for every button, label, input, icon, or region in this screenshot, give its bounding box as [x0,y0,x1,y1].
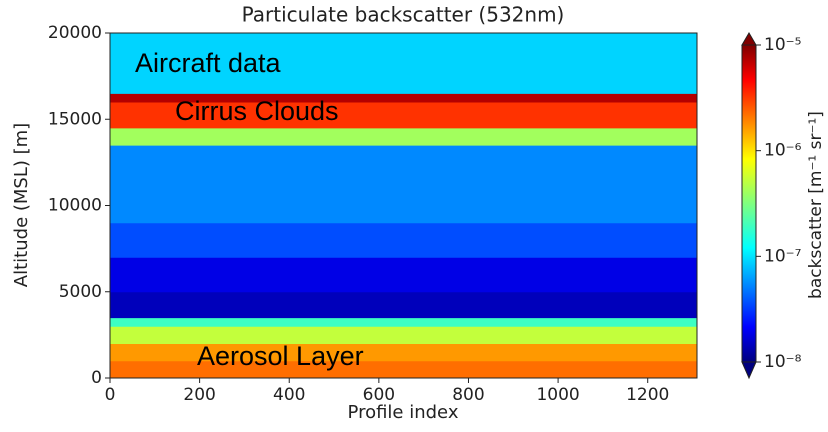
y-tick-label: 10000 [48,196,102,216]
chart-title: Particulate backscatter (532nm) [242,3,565,27]
heatmap-cell [110,93,697,103]
colorbar-extend-top [741,32,757,46]
y-tick-label: 15000 [48,109,102,129]
y-tick-label: 5000 [59,282,102,302]
x-tick-label: 600 [363,385,395,405]
heatmap-cell [110,145,697,224]
y-tick-label: 20000 [48,23,102,43]
heatmap-cell [110,291,697,319]
annotation: Aircraft data [135,48,282,78]
annotation: Aerosol Layer [197,341,364,371]
annotation: Cirrus Clouds [175,96,339,126]
x-tick-label: 1000 [536,385,579,405]
heatmap-cell [110,127,697,146]
colorbar-label: backscatter [m⁻¹ sr⁻¹] [806,111,826,299]
colorbar-extend-bottom [741,361,757,380]
colorbar-tick-label: 10⁻⁶ [764,141,802,161]
heatmap-cell [110,326,697,344]
x-tick-label: 0 [105,385,116,405]
heatmap-cell [110,343,697,362]
y-tick-label: 0 [91,368,102,388]
x-axis-label: Profile index [348,402,459,423]
heatmap-cell [110,33,697,94]
heatmap-cell [110,360,697,379]
x-tick-label: 400 [273,385,305,405]
heatmap-cell [110,222,697,258]
x-tick-label: 800 [452,385,484,405]
heatmap-cell [110,317,697,327]
colorbar-tick-label: 10⁻⁷ [764,246,802,266]
colorbar-tick-label: 10⁻⁸ [764,352,802,372]
x-tick-label: 200 [183,385,215,405]
x-tick-label: 1200 [626,385,669,405]
heatmap-cell [110,257,697,293]
y-axis-label: Altitude (MSL) [m] [11,123,32,287]
colorbar-tick-label: 10⁻⁵ [764,35,801,55]
heatmap [110,33,697,379]
colorbar [741,44,757,363]
heatmap-cell [110,102,697,129]
